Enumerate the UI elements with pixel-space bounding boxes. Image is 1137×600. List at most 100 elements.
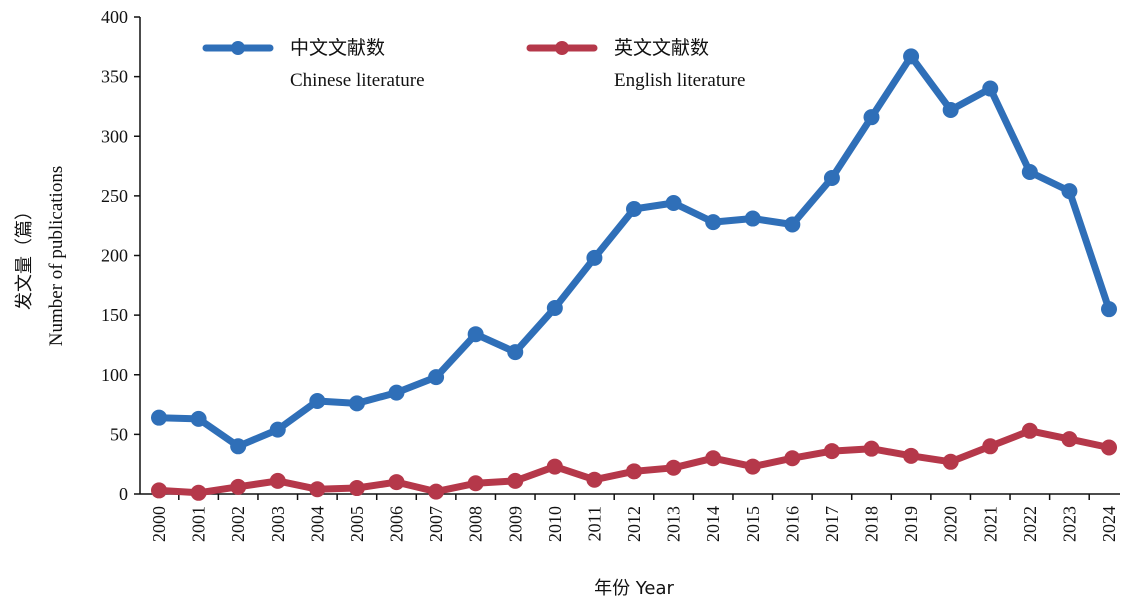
x-axis-ticks: 2000 2001 2002 2003 2004 2005 2006 2007 2008 2009… [149, 494, 1119, 542]
data-point-chinese [190, 410, 207, 427]
x-tick-label: 2023 [1059, 506, 1079, 542]
legend-label-chinese-en: Chinese literature [290, 70, 425, 91]
y-axis-ticks: 0 50 100 150 200 250 300 350 400 [101, 7, 140, 504]
data-point-chinese [903, 48, 920, 65]
x-tick-label: 2016 [782, 506, 802, 542]
data-point-english [546, 458, 563, 475]
x-tick-label: 2005 [347, 506, 367, 542]
x-tick-label: 2021 [980, 506, 1000, 542]
data-point-chinese [863, 109, 880, 126]
data-point-english [309, 481, 326, 498]
x-tick-label: 2011 [584, 506, 604, 541]
legend-label-english-en: English literature [614, 70, 745, 91]
data-point-chinese [744, 210, 761, 227]
data-point-chinese [507, 344, 524, 361]
y-tick-label: 150 [101, 305, 128, 325]
y-tick-label: 50 [110, 424, 128, 444]
x-tick-label: 2007 [426, 506, 446, 542]
series-layer [151, 48, 1117, 501]
data-point-chinese [230, 438, 247, 455]
data-point-english [151, 482, 167, 499]
data-point-chinese [309, 392, 326, 409]
data-point-english [467, 475, 484, 492]
y-tick-label: 100 [101, 365, 128, 385]
legend-marker-english [555, 41, 569, 55]
data-point-chinese [942, 102, 959, 119]
data-point-chinese [388, 384, 405, 401]
data-point-english [942, 453, 959, 470]
x-tick-label: 2006 [387, 506, 407, 542]
x-tick-label: 2001 [189, 506, 209, 542]
data-point-english [348, 480, 365, 497]
data-point-chinese [348, 395, 365, 412]
data-point-chinese [1021, 164, 1038, 181]
data-point-english [230, 478, 247, 495]
data-point-english [428, 483, 445, 500]
data-point-english [823, 443, 840, 460]
x-tick-label: 2003 [268, 506, 288, 542]
x-tick-label: 2015 [743, 506, 763, 542]
data-point-chinese [626, 200, 642, 217]
x-tick-label: 2022 [1020, 506, 1040, 542]
x-tick-label: 2009 [505, 506, 525, 542]
data-point-english [586, 471, 603, 488]
series-line-chinese [155, 52, 1113, 450]
legend-label-chinese: 中文文献数 [290, 37, 385, 59]
x-tick-label: 2024 [1099, 506, 1119, 542]
y-tick-label: 0 [119, 484, 128, 504]
legend: 中文文献数 Chinese literature 英文文献数 English l… [202, 37, 745, 91]
data-point-chinese [151, 409, 167, 426]
x-tick-label: 2020 [941, 506, 961, 542]
data-point-english [665, 459, 682, 476]
data-point-chinese [705, 214, 722, 231]
data-point-english [190, 484, 207, 501]
x-tick-label: 2017 [822, 506, 842, 542]
data-point-chinese [1061, 183, 1078, 200]
y-tick-label: 400 [101, 7, 128, 27]
data-point-chinese [784, 216, 801, 233]
x-tick-label: 2010 [545, 506, 565, 542]
data-point-chinese [428, 369, 445, 386]
x-axis-title: 年份 Year [594, 578, 674, 599]
data-point-chinese [269, 421, 286, 438]
legend-item-chinese: 中文文献数 Chinese literature [202, 37, 425, 91]
legend-marker-chinese [231, 41, 245, 55]
data-point-english [982, 438, 999, 455]
y-axis-title-cn: 发文量（篇） [14, 202, 35, 310]
x-tick-label: 2018 [862, 506, 882, 542]
x-tick-label: 2002 [228, 506, 248, 542]
data-point-english [388, 474, 405, 491]
data-point-chinese [1101, 301, 1117, 318]
data-point-english [863, 440, 880, 457]
y-tick-label: 300 [101, 126, 128, 146]
y-tick-label: 250 [101, 186, 128, 206]
data-point-english [903, 447, 920, 464]
data-point-english [1021, 422, 1038, 439]
series-english [151, 422, 1117, 501]
data-point-chinese [467, 326, 484, 343]
data-point-english [269, 472, 286, 489]
legend-label-english: 英文文献数 [614, 37, 709, 59]
x-tick-label: 2000 [149, 506, 169, 542]
data-point-chinese [982, 80, 999, 97]
x-tick-label: 2004 [307, 506, 327, 542]
data-point-chinese [823, 169, 840, 186]
y-tick-label: 350 [101, 67, 128, 87]
y-axis-title-en: Number of publications [46, 166, 67, 346]
data-point-chinese [586, 249, 603, 266]
series-line-english [155, 427, 1113, 497]
data-point-chinese [665, 195, 682, 212]
data-point-chinese [546, 299, 563, 316]
x-tick-label: 2014 [703, 506, 723, 542]
data-point-english [744, 458, 761, 475]
data-point-english [784, 450, 801, 467]
data-point-english [507, 472, 524, 489]
data-point-english [626, 463, 642, 480]
data-point-english [705, 450, 722, 467]
x-tick-label: 2019 [901, 506, 921, 542]
series-chinese [151, 48, 1117, 455]
data-point-english [1061, 431, 1078, 448]
x-tick-label: 2012 [624, 506, 644, 542]
x-tick-label: 2008 [466, 506, 486, 542]
